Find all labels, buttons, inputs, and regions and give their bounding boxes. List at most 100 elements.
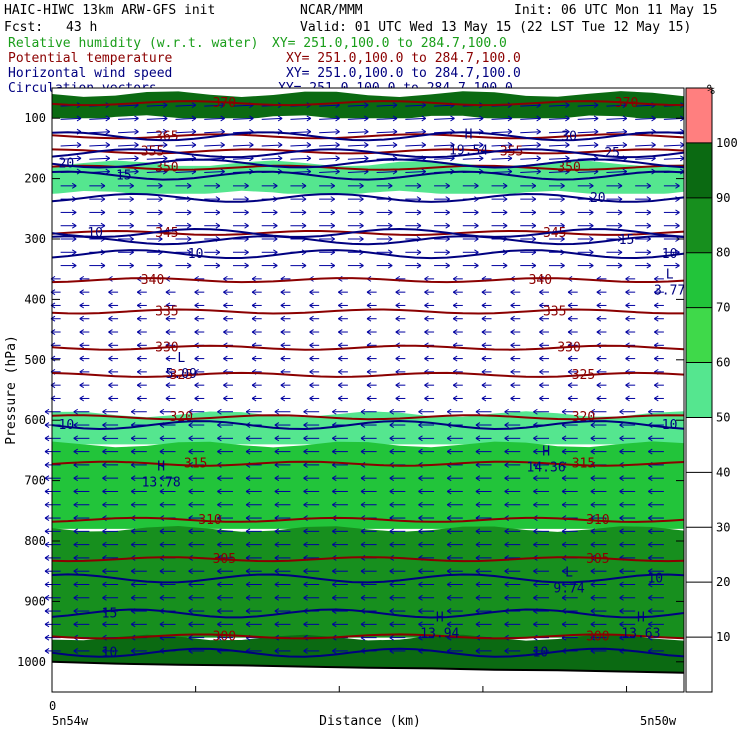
wind-vector-head	[71, 262, 77, 269]
wind-vector-head	[648, 541, 653, 548]
wind-vector-head	[186, 262, 192, 269]
wind-vector-head	[619, 435, 624, 442]
wind-vector-head	[507, 115, 513, 122]
wind-vector-head	[389, 541, 395, 548]
wind-vector-head	[646, 209, 652, 216]
wind-vector	[204, 171, 225, 174]
wind-vector-head	[446, 541, 452, 548]
wind-vector-head	[360, 408, 366, 415]
wind-vector-head	[274, 408, 280, 415]
wind-vector-head	[303, 488, 308, 495]
wind-vector	[347, 157, 369, 160]
wind-vector-head	[76, 142, 82, 148]
wind-vector-head	[418, 501, 423, 508]
high-marker: H	[157, 460, 165, 475]
wind-vector	[232, 144, 254, 147]
wind-vector-head	[134, 168, 139, 175]
extremum-value: 13.63	[621, 627, 660, 642]
wind-vector-head	[79, 289, 85, 296]
wind-vector-head	[619, 581, 624, 588]
wind-vector-head	[245, 501, 251, 508]
wind-vector-head	[330, 196, 336, 203]
wind-vector-head	[301, 262, 307, 269]
theta-contour-label: 305	[586, 552, 609, 567]
wind-vector-head	[274, 568, 280, 575]
wind-vector	[175, 104, 196, 107]
theta-contour	[51, 371, 685, 378]
wind-vector-head	[73, 568, 79, 575]
wind-vector-head	[424, 315, 429, 322]
wind-vector-head	[533, 581, 538, 588]
wind-vector-head	[654, 289, 659, 296]
wind-vector-head	[395, 329, 401, 335]
wind-vector-head	[188, 435, 193, 442]
wind-vector-head	[474, 182, 479, 189]
wind-vector-head	[446, 608, 452, 614]
wind-vector-head	[565, 128, 570, 135]
wind-vector-head	[366, 329, 372, 335]
wind-vector-head	[280, 355, 286, 362]
wind-vector-head	[366, 395, 372, 402]
wind-vector	[491, 144, 512, 147]
wind-vector-head	[392, 115, 398, 122]
wind-vector-head	[274, 648, 280, 654]
wind-vector-head	[619, 608, 624, 614]
wind-vector-head	[539, 302, 544, 309]
wind-vector-head	[533, 448, 538, 455]
wind-vector-head	[79, 302, 85, 309]
y-tick-label: 900	[24, 594, 46, 608]
wind-vector-head	[338, 302, 343, 309]
wind-vector-head	[332, 475, 337, 482]
wind-vector-head	[165, 315, 171, 322]
wind-vector-head	[475, 594, 481, 601]
wind-vector-head	[244, 182, 249, 189]
wind-vector-head	[418, 528, 423, 535]
wind-vector-head	[533, 594, 538, 601]
wind-vector-head	[158, 196, 163, 203]
rh-layer	[52, 441, 684, 529]
wind-vector-head	[220, 142, 225, 148]
wind-vector-head	[366, 368, 372, 375]
wind-vector-head	[165, 289, 171, 296]
wind-vector-head	[533, 475, 538, 482]
wind-vector-head	[251, 382, 257, 389]
colorbar-swatch	[686, 472, 712, 528]
wind-vector-head	[332, 501, 337, 508]
terrain-mask	[51, 660, 685, 692]
wind-vector-head	[191, 128, 197, 135]
wind-vector-head	[366, 315, 372, 322]
theta-contour-label: 370	[213, 96, 236, 111]
wind-vector-head	[475, 475, 481, 482]
wind-vector	[204, 131, 225, 134]
wind-vector	[376, 157, 398, 160]
wind-vector-head	[244, 262, 249, 269]
wind-vector-head	[158, 182, 163, 189]
wind-vector-head	[274, 448, 280, 455]
wind-vector-head	[504, 594, 509, 601]
wind-vector-head	[481, 289, 487, 296]
wind-vector-head	[162, 142, 168, 148]
wind-vector-head	[590, 541, 596, 548]
y-tick-label: 100	[24, 111, 46, 125]
wind-vector-head	[510, 355, 515, 362]
wind-vector-head	[567, 355, 573, 362]
field-wind-name: Horizontal wind speed	[8, 66, 172, 81]
wind-vector-head	[366, 302, 372, 309]
wind-vector-head	[589, 262, 594, 269]
wind-vector-head	[332, 541, 337, 548]
wind-vector-head	[475, 541, 481, 548]
wind-vector-head	[223, 395, 228, 402]
wind-vector	[89, 117, 110, 120]
wind-vector-head	[44, 594, 50, 601]
wind-vector-head	[188, 541, 193, 548]
wind-vector-head	[159, 594, 165, 601]
wind-vector-head	[561, 475, 567, 482]
wind-vector-head	[387, 236, 393, 242]
wind-vector-head	[418, 475, 423, 482]
wind-vector	[89, 144, 110, 147]
wind-vector-head	[360, 488, 366, 495]
wind-vector-head	[452, 302, 458, 309]
theta-contour-label: 300	[586, 629, 609, 644]
wind-vector-head	[335, 168, 340, 175]
